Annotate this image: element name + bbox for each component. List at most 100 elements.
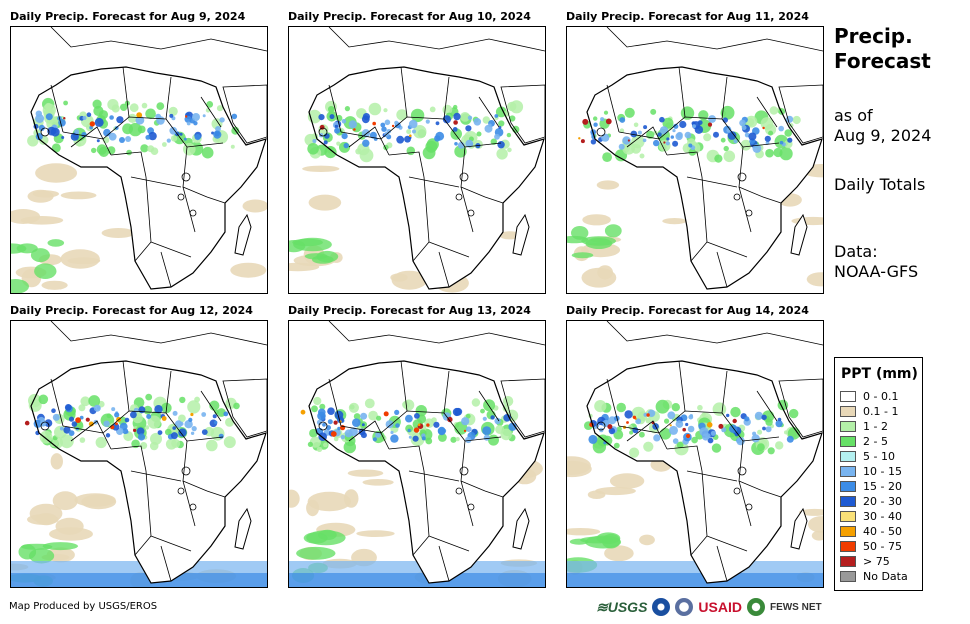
rain-band [584, 399, 801, 458]
panel-title-aug13: Daily Precip. Forecast for Aug 13, 2024 [288, 304, 531, 317]
map-credit: Map Produced by USGS/EROS [9, 601, 158, 612]
coastline [308, 360, 545, 584]
africa-map [567, 321, 823, 587]
legend-label: 1 - 2 [863, 420, 888, 433]
legend-swatch [840, 406, 856, 417]
rain-band [24, 393, 240, 452]
product-title: Precip. Forecast [834, 24, 931, 74]
data-source-label: Data: [834, 242, 878, 261]
noaa-logo-icon [652, 598, 671, 616]
product-title-line2: Forecast [834, 49, 931, 73]
legend-swatch [840, 481, 856, 492]
country-borders [596, 27, 823, 288]
legend-label: 15 - 20 [863, 480, 902, 493]
legend-swatch [840, 391, 856, 402]
country-borders [40, 27, 267, 288]
map-panel-aug13 [288, 320, 546, 588]
usgs-logo: ≋USGS [596, 598, 648, 615]
legend-swatch [840, 526, 856, 537]
legend-swatch [840, 496, 856, 507]
usaid-logo: USAID [698, 599, 742, 615]
as-of-date: as of Aug 9, 2024 [834, 106, 931, 146]
legend-label: 0 - 0.1 [863, 390, 899, 403]
legend-swatch [840, 436, 856, 447]
legend-item: No Data [840, 569, 908, 584]
country-borders [318, 321, 545, 582]
ocean-drizzle [567, 456, 823, 587]
africa-land [31, 361, 266, 583]
legend-item: 0.1 - 1 [840, 404, 898, 419]
map-panel-aug14 [566, 320, 824, 588]
coastline [30, 360, 267, 584]
africa-map [11, 27, 267, 293]
country-borders [596, 321, 823, 582]
legend-swatch [840, 511, 856, 522]
africa-map [289, 321, 545, 587]
product-title-line1: Precip. [834, 24, 913, 48]
legend-item: 50 - 75 [840, 539, 902, 554]
panel-title-aug14: Daily Precip. Forecast for Aug 14, 2024 [566, 304, 809, 317]
legend-label: 2 - 5 [863, 435, 888, 448]
logo-strip: ≋USGS USAID FEWS NET [596, 596, 822, 618]
legend-label: No Data [863, 570, 908, 583]
ocean-drizzle [11, 163, 267, 293]
legend-item: 20 - 30 [840, 494, 902, 509]
as-of-value: Aug 9, 2024 [834, 126, 932, 145]
legend-swatch [840, 541, 856, 552]
legend-title: PPT (mm) [841, 366, 918, 382]
globe-icon [746, 598, 765, 616]
legend-item: 10 - 15 [840, 464, 902, 479]
panel-title-aug9: Daily Precip. Forecast for Aug 9, 2024 [10, 10, 246, 23]
precip-legend: PPT (mm) 0 - 0.1 0.1 - 1 1 - 2 2 - 5 5 - 10 1… [834, 357, 923, 591]
fews-net-logo: FEWS NET [769, 601, 822, 613]
map-panel-aug10 [288, 26, 546, 294]
daily-totals-label: Daily Totals [834, 175, 926, 194]
map-panel-aug12 [10, 320, 268, 588]
legend-swatch [840, 571, 856, 582]
africa-land [587, 67, 822, 289]
legend-label: 10 - 15 [863, 465, 902, 478]
legend-label: 0.1 - 1 [863, 405, 899, 418]
as-of-label: as of [834, 106, 873, 125]
rain-band [304, 100, 524, 163]
legend-label: > 75 [863, 555, 890, 568]
africa-map [567, 27, 823, 290]
rain-band [578, 105, 801, 163]
legend-swatch [840, 451, 856, 462]
legend-item: 40 - 50 [840, 524, 902, 539]
legend-item: 15 - 20 [840, 479, 902, 494]
africa-land [309, 361, 544, 583]
country-borders [40, 321, 267, 582]
panel-title-aug12: Daily Precip. Forecast for Aug 12, 2024 [10, 304, 253, 317]
panel-title-aug11: Daily Precip. Forecast for Aug 11, 2024 [566, 10, 809, 23]
legend-label: 50 - 75 [863, 540, 902, 553]
legend-item: 2 - 5 [840, 434, 888, 449]
map-panel-aug11 [566, 26, 824, 294]
data-source-value: NOAA-GFS [834, 262, 919, 281]
ocean-drizzle [289, 458, 545, 587]
coastline [308, 66, 545, 290]
legend-label: 40 - 50 [863, 525, 902, 538]
legend-label: 30 - 40 [863, 510, 902, 523]
panel-title-aug10: Daily Precip. Forecast for Aug 10, 2024 [288, 10, 531, 23]
legend-item: 0 - 0.1 [840, 389, 898, 404]
map-panel-aug9 [10, 26, 268, 294]
africa-land [309, 67, 544, 289]
africa-map [11, 321, 267, 587]
legend-swatch [840, 421, 856, 432]
doi-seal-icon [675, 598, 694, 616]
legend-item: 5 - 10 [840, 449, 895, 464]
coastline [30, 66, 267, 290]
coastline [586, 66, 823, 290]
legend-swatch [840, 556, 856, 567]
legend-label: 20 - 30 [863, 495, 902, 508]
country-borders [318, 27, 545, 288]
legend-item: > 75 [840, 554, 890, 569]
coastline [586, 360, 823, 584]
ocean-drizzle [11, 453, 267, 587]
legend-item: 1 - 2 [840, 419, 888, 434]
legend-item: 30 - 40 [840, 509, 902, 524]
legend-label: 5 - 10 [863, 450, 895, 463]
data-source: Data: NOAA-GFS [834, 242, 918, 282]
africa-map [289, 27, 545, 293]
